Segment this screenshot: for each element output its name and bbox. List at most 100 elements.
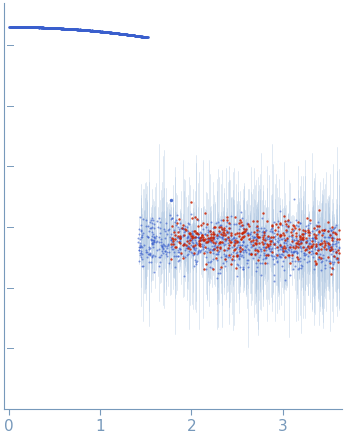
Point — [285, 234, 290, 241]
Point — [229, 232, 234, 239]
Point — [306, 245, 312, 252]
Point — [221, 242, 227, 249]
Point — [295, 239, 300, 246]
Point — [205, 227, 211, 234]
Point — [300, 230, 306, 237]
Point — [254, 232, 260, 239]
Point — [167, 225, 172, 232]
Point — [215, 250, 220, 257]
Point — [304, 239, 309, 246]
Point — [335, 254, 341, 261]
Point — [226, 253, 231, 260]
Point — [189, 234, 195, 241]
Point — [208, 245, 213, 252]
Point — [270, 238, 276, 245]
Point — [228, 213, 234, 220]
Point — [189, 232, 194, 239]
Point — [221, 229, 227, 236]
Point — [147, 227, 152, 234]
Point — [293, 216, 298, 223]
Point — [285, 251, 291, 258]
Point — [197, 234, 203, 241]
Point — [224, 213, 229, 220]
Point — [139, 248, 144, 255]
Point — [194, 239, 199, 246]
Point — [330, 260, 335, 267]
Point — [156, 238, 161, 245]
Point — [289, 236, 295, 243]
Point — [206, 245, 211, 252]
Point — [290, 252, 295, 259]
Point — [302, 251, 307, 258]
Point — [151, 237, 157, 244]
Point — [316, 227, 321, 234]
Point — [138, 253, 144, 260]
Point — [252, 245, 258, 252]
Point — [319, 231, 325, 238]
Point — [309, 247, 314, 254]
Point — [199, 222, 204, 229]
Point — [327, 233, 333, 240]
Point — [150, 239, 155, 246]
Point — [234, 260, 240, 267]
Point — [189, 215, 194, 222]
Point — [186, 239, 192, 246]
Point — [143, 222, 149, 229]
Point — [277, 208, 283, 215]
Point — [172, 231, 178, 238]
Point — [256, 227, 262, 234]
Point — [322, 239, 328, 246]
Point — [177, 219, 182, 226]
Point — [306, 240, 312, 247]
Point — [325, 253, 331, 260]
Point — [184, 237, 189, 244]
Point — [149, 253, 155, 260]
Point — [182, 254, 187, 261]
Point — [329, 246, 335, 253]
Point — [238, 245, 243, 252]
Point — [253, 260, 258, 267]
Point — [150, 237, 156, 244]
Point — [162, 227, 168, 234]
Point — [255, 233, 260, 240]
Point — [151, 233, 156, 240]
Point — [208, 248, 213, 255]
Point — [315, 231, 321, 238]
Point — [244, 219, 249, 226]
Point — [239, 230, 245, 237]
Point — [277, 234, 283, 241]
Point — [195, 250, 201, 257]
Point — [179, 233, 184, 240]
Point — [136, 247, 142, 254]
Point — [327, 231, 333, 238]
Point — [172, 218, 178, 225]
Point — [332, 235, 337, 242]
Point — [195, 230, 201, 237]
Point — [147, 251, 152, 258]
Point — [277, 236, 282, 243]
Point — [266, 252, 271, 259]
Point — [301, 250, 307, 257]
Point — [275, 223, 281, 230]
Point — [327, 246, 333, 253]
Point — [154, 218, 160, 225]
Point — [254, 237, 259, 244]
Point — [239, 234, 245, 241]
Point — [166, 260, 171, 267]
Point — [235, 241, 240, 248]
Point — [196, 216, 201, 223]
Point — [282, 237, 288, 244]
Point — [225, 244, 231, 251]
Point — [327, 243, 333, 250]
Point — [222, 255, 227, 262]
Point — [319, 266, 324, 273]
Point — [207, 235, 213, 242]
Point — [199, 232, 205, 239]
Point — [306, 249, 312, 256]
Point — [187, 221, 192, 228]
Point — [190, 231, 196, 238]
Point — [173, 217, 179, 224]
Point — [257, 246, 263, 253]
Point — [177, 225, 182, 232]
Point — [329, 235, 334, 242]
